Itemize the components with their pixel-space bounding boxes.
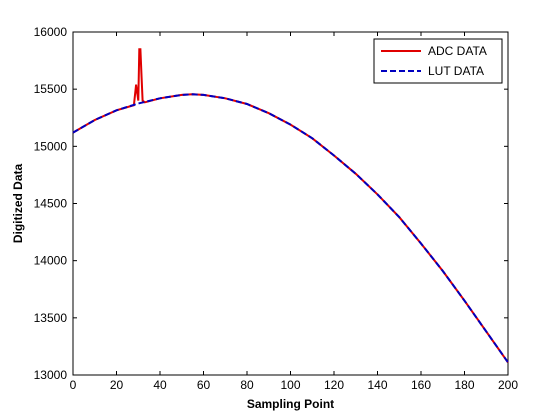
x-tick-label: 80	[240, 378, 254, 392]
x-tick-label: 0	[70, 378, 77, 392]
x-axis-title: Sampling Point	[247, 397, 334, 411]
x-tick-label: 180	[454, 378, 474, 392]
y-tick-label: 13500	[34, 311, 68, 325]
axis-ticks: 0 20 40 60 80 100 120 140 160 180 200 13000 13500 140…	[34, 25, 519, 392]
x-tick-label: 160	[411, 378, 431, 392]
series-line-lut	[72, 93, 509, 363]
x-tick-label: 60	[197, 378, 211, 392]
x-tick-label: 120	[324, 378, 344, 392]
y-tick-label: 13000	[34, 368, 68, 382]
legend-label-lut: LUT DATA	[428, 64, 484, 78]
legend: ADC DATA LUT DATA	[373, 38, 503, 84]
x-tick-label: 140	[367, 378, 387, 392]
x-tick-label: 40	[153, 378, 167, 392]
y-tick-label: 15500	[34, 82, 68, 96]
legend-label-adc: ADC DATA	[428, 44, 487, 58]
legend-box	[373, 38, 503, 84]
plot-area	[72, 31, 509, 376]
y-tick-label: 14500	[34, 197, 68, 211]
x-tick-label: 200	[498, 378, 518, 392]
y-tick-label: 15000	[34, 139, 68, 153]
y-tick-label: 16000	[34, 25, 68, 39]
x-tick-label: 100	[280, 378, 300, 392]
x-tick-label: 20	[110, 378, 124, 392]
series-layer	[72, 48, 509, 363]
y-axis-title: Digitized Data	[11, 164, 25, 244]
y-tick-label: 14000	[34, 254, 68, 268]
